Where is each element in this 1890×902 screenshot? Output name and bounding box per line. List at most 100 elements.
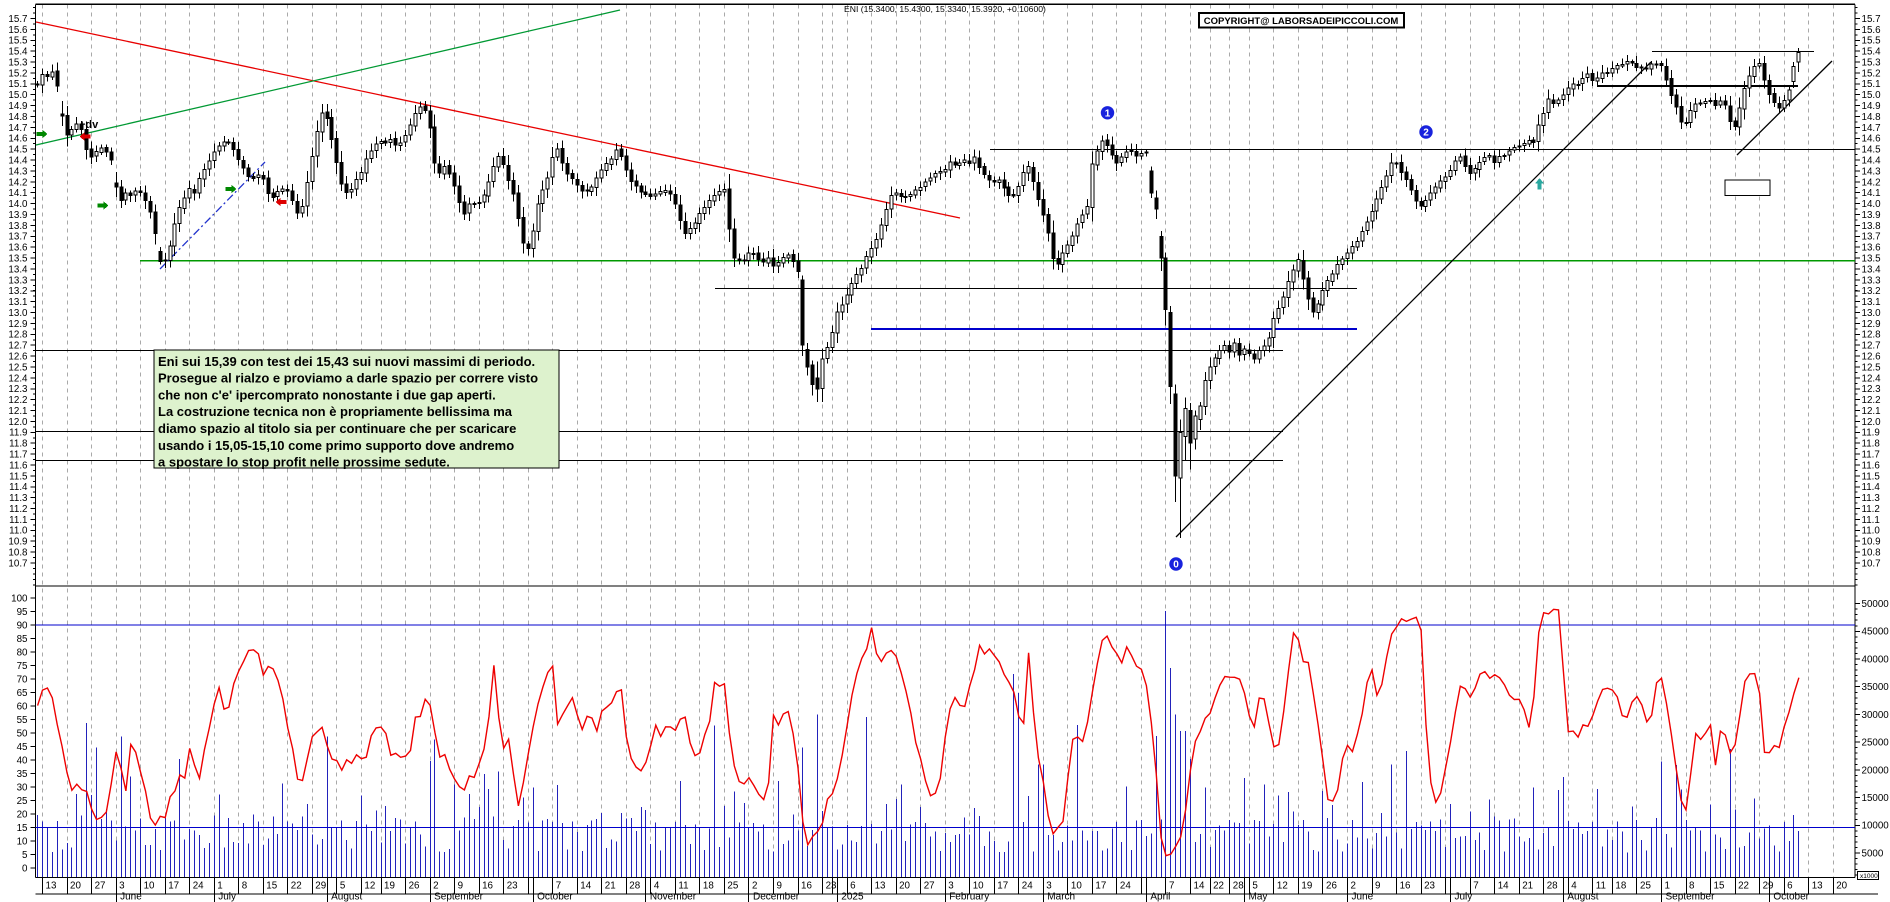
svg-text:15.2: 15.2 [1862,68,1881,79]
svg-text:85: 85 [17,634,28,645]
svg-text:14: 14 [580,881,591,892]
svg-text:+dv: +dv [79,119,99,131]
svg-text:13.4: 13.4 [8,264,28,275]
svg-text:11: 11 [1596,881,1606,892]
svg-text:15.0: 15.0 [8,90,28,101]
svg-text:15.5: 15.5 [1862,36,1882,47]
svg-text:14.4: 14.4 [8,156,28,167]
svg-text:13.3: 13.3 [8,275,28,286]
svg-text:15.7: 15.7 [1862,14,1881,25]
svg-text:che non c'e' ipercomprato nono: che non c'e' ipercomprato nonostante i d… [158,387,496,402]
svg-text:16: 16 [482,881,493,892]
svg-text:8: 8 [242,881,248,892]
svg-text:12.2: 12.2 [8,395,27,406]
svg-text:12.5: 12.5 [1862,362,1882,373]
svg-text:13.8: 13.8 [8,221,28,232]
svg-text:Eni sui 15,39 con test dei 15,: Eni sui 15,39 con test dei 15,43 sui nuo… [158,354,535,369]
svg-text:12.1: 12.1 [8,406,27,417]
svg-text:20: 20 [70,881,81,892]
svg-text:80: 80 [17,647,28,658]
svg-text:11.1: 11.1 [1862,515,1880,526]
svg-text:12.2: 12.2 [1862,395,1881,406]
svg-text:7: 7 [1473,881,1478,892]
svg-text:x1000: x1000 [1860,873,1878,880]
svg-text:11.2: 11.2 [9,504,27,515]
svg-text:26: 26 [409,881,420,892]
svg-text:15000: 15000 [1862,793,1890,804]
svg-text:16: 16 [801,881,812,892]
svg-text:11.8: 11.8 [9,439,28,450]
svg-text:13.8: 13.8 [1862,221,1882,232]
svg-text:12.9: 12.9 [8,319,27,330]
svg-text:14.0: 14.0 [8,199,28,210]
svg-text:24: 24 [1120,881,1131,892]
svg-text:24: 24 [1022,881,1033,892]
svg-text:20000: 20000 [1862,765,1890,776]
svg-text:December: December [753,892,800,902]
svg-text:19: 19 [1301,881,1312,892]
svg-text:28: 28 [1547,881,1558,892]
svg-text:14.2: 14.2 [8,177,27,188]
svg-text:14.8: 14.8 [8,112,28,123]
svg-text:25: 25 [1640,881,1651,892]
svg-text:13: 13 [46,881,57,892]
svg-text:0: 0 [22,863,28,874]
svg-text:22: 22 [291,881,302,892]
svg-text:25000: 25000 [1862,738,1890,749]
svg-text:14.2: 14.2 [1862,177,1881,188]
svg-text:February: February [949,892,989,902]
svg-text:15.4: 15.4 [8,47,28,58]
svg-text:September: September [1666,892,1716,902]
svg-text:11.3: 11.3 [9,493,28,504]
svg-text:12: 12 [364,881,375,892]
svg-text:June: June [1352,892,1374,902]
svg-text:7: 7 [1169,881,1174,892]
svg-text:11.7: 11.7 [1862,450,1880,461]
svg-text:11.8: 11.8 [1862,439,1881,450]
svg-text:10: 10 [144,881,155,892]
svg-text:11: 11 [678,881,688,892]
svg-text:usando i 15,05-15,10 come prim: usando i 15,05-15,10 come primo supporto… [158,438,514,453]
svg-text:27: 27 [924,881,935,892]
svg-text:45: 45 [17,742,28,753]
svg-text:22: 22 [1213,881,1224,892]
svg-text:15.4: 15.4 [1862,47,1882,58]
svg-text:2: 2 [1423,128,1429,139]
svg-text:July: July [1455,892,1473,902]
svg-text:11.0: 11.0 [9,526,28,537]
svg-text:11.1: 11.1 [9,515,27,526]
svg-text:1: 1 [1105,108,1111,119]
svg-text:40: 40 [17,755,28,766]
svg-text:15.3: 15.3 [1862,58,1882,69]
svg-text:13.6: 13.6 [1862,243,1882,254]
svg-text:13.1: 13.1 [8,297,27,308]
svg-text:10.8: 10.8 [8,548,28,559]
svg-text:15.6: 15.6 [8,25,28,36]
svg-text:27: 27 [95,881,106,892]
svg-text:28: 28 [1233,881,1244,892]
svg-text:18: 18 [1615,881,1626,892]
svg-text:14.8: 14.8 [1862,112,1882,123]
svg-text:9: 9 [458,881,463,892]
svg-text:15.0: 15.0 [1862,90,1882,101]
svg-text:75: 75 [17,661,28,672]
svg-text:13.7: 13.7 [8,232,27,243]
svg-text:October: October [1773,892,1809,902]
svg-text:13: 13 [1812,881,1823,892]
svg-text:10: 10 [17,836,28,847]
svg-text:17: 17 [997,881,1008,892]
svg-text:50: 50 [17,728,28,739]
svg-text:14.5: 14.5 [1862,145,1882,156]
svg-text:95: 95 [17,607,28,618]
svg-text:13.0: 13.0 [1862,308,1882,319]
svg-text:23: 23 [507,881,518,892]
svg-text:3: 3 [948,881,954,892]
svg-text:June: June [120,892,142,902]
svg-text:May: May [1249,892,1268,902]
svg-text:13.1: 13.1 [1862,297,1881,308]
svg-text:11.6: 11.6 [1862,460,1881,471]
svg-text:12.9: 12.9 [1862,319,1881,330]
svg-text:15.1: 15.1 [1862,79,1881,90]
svg-text:21: 21 [605,881,616,892]
svg-text:August: August [1567,892,1598,902]
